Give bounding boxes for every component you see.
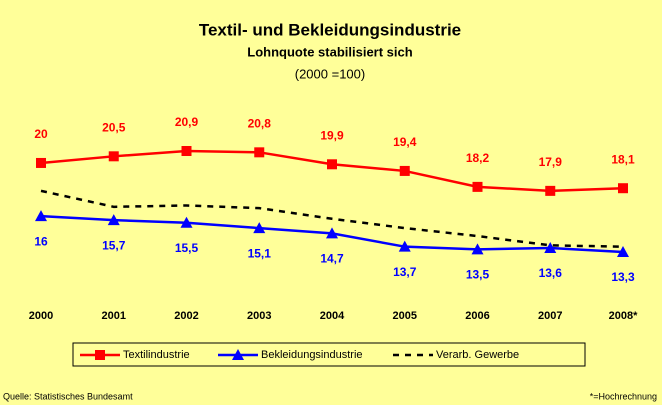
data-label: 19,9 xyxy=(320,128,344,142)
point xyxy=(544,242,557,254)
data-label: 20,9 xyxy=(175,115,199,129)
point xyxy=(254,147,265,158)
x-tick-label: 2000 xyxy=(29,310,53,322)
data-label: 15,7 xyxy=(102,238,126,252)
data-label: 13,7 xyxy=(393,265,417,279)
point xyxy=(253,222,266,234)
point xyxy=(398,240,411,252)
legend-marker xyxy=(95,350,105,360)
point xyxy=(108,151,119,162)
x-tick-label: 2006 xyxy=(465,310,489,322)
point xyxy=(181,146,192,156)
legend-label: Verarb. Gewerbe xyxy=(436,349,519,361)
data-label: 13,6 xyxy=(539,266,563,280)
point xyxy=(472,181,483,192)
x-tick-label: 2001 xyxy=(102,310,126,322)
point xyxy=(36,157,46,168)
point xyxy=(399,165,410,176)
data-label: 16 xyxy=(34,234,48,248)
x-tick-label: 2002 xyxy=(174,310,198,322)
x-tick-label: 2004 xyxy=(320,310,345,322)
point xyxy=(327,159,337,170)
data-label: 18,1 xyxy=(611,152,635,166)
legend-box xyxy=(72,342,586,367)
point xyxy=(545,185,556,196)
point xyxy=(107,214,120,226)
series-line xyxy=(40,189,624,248)
data-label: 13,3 xyxy=(611,270,635,284)
point xyxy=(326,227,338,239)
data-label: 20,5 xyxy=(102,120,126,134)
source: Quelle: Statistisches Bundesamt xyxy=(3,391,133,401)
x-tick-label: 2005 xyxy=(393,310,417,322)
legend-label: Textilindustrie xyxy=(123,349,190,361)
point xyxy=(618,183,628,194)
data-label: 19,4 xyxy=(393,135,417,149)
data-label: 17,9 xyxy=(539,155,563,169)
chart-subtitle: Lohnquote stabilisiert sich xyxy=(247,44,412,59)
data-label: 15,1 xyxy=(248,246,272,260)
point xyxy=(471,243,484,255)
legend-marker xyxy=(232,349,244,360)
chart-title: Textil- und Bekleidungsindustrie xyxy=(199,20,461,39)
data-label: 20,8 xyxy=(248,117,272,131)
data-label: 15,5 xyxy=(175,241,199,255)
footnote: *=Hochrechnung xyxy=(590,391,657,401)
data-label: 14,7 xyxy=(320,252,344,266)
point xyxy=(617,246,629,257)
x-tick-label: 2007 xyxy=(538,310,562,322)
data-label: 20 xyxy=(34,127,48,141)
legend-label: Bekleidungsindustrie xyxy=(261,349,363,361)
point xyxy=(180,216,193,228)
data-label: 18,2 xyxy=(466,151,490,165)
x-tick-label: 2008* xyxy=(609,310,638,322)
point xyxy=(35,210,47,222)
chart-note: (2000 =100) xyxy=(295,66,365,81)
data-label: 13,5 xyxy=(466,268,490,282)
x-tick-label: 2003 xyxy=(247,310,271,322)
